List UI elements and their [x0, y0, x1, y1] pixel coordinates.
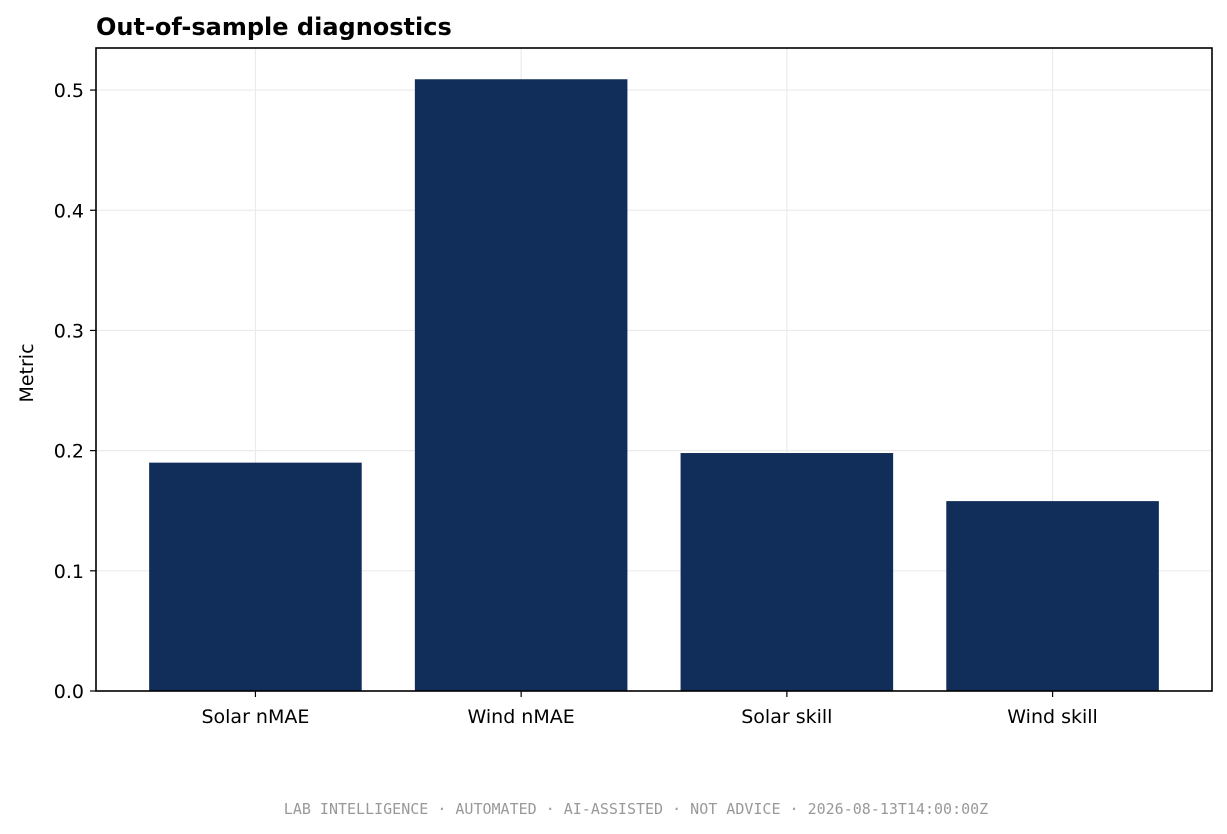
x-tick-label: Wind nMAE: [468, 706, 575, 728]
bar: [946, 501, 1159, 691]
x-axis: Solar nMAE Wind nMAE Solar skill Wind skill: [201, 691, 1098, 728]
y-axis-label: Metric: [16, 343, 38, 402]
bar: [680, 453, 894, 691]
y-tick-label: 0.5: [54, 80, 84, 102]
x-tick-label: Solar skill: [741, 706, 832, 728]
bar: [149, 462, 362, 691]
y-tick-label: 0.1: [54, 561, 84, 583]
y-tick-label: 0.0: [54, 681, 84, 703]
footer-text: LAB INTELLIGENCE · AUTOMATED · AI-ASSIST…: [284, 800, 988, 818]
chart-title: Out-of-sample diagnostics: [96, 13, 452, 41]
y-tick-label: 0.2: [54, 441, 84, 463]
x-tick-label: Solar nMAE: [201, 706, 309, 728]
x-tick-label: Wind skill: [1007, 706, 1098, 728]
bar: [414, 79, 628, 691]
y-tick-label: 0.3: [54, 320, 84, 342]
y-tick-label: 0.4: [54, 200, 84, 222]
y-axis: 0.0 0.1 0.2 0.3 0.4 0.5: [54, 80, 96, 703]
bars: [149, 79, 1159, 691]
plot-frame: [95, 47, 1213, 692]
